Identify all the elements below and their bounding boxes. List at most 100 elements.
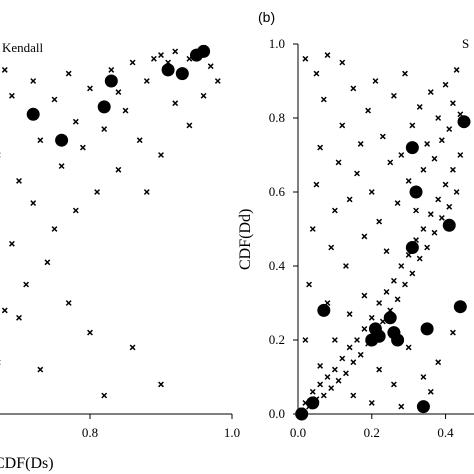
right-x-point <box>402 70 408 77</box>
left-x-point <box>79 144 86 151</box>
right-x-point <box>302 55 309 62</box>
left-x-point <box>51 226 58 232</box>
left-x-point <box>115 89 122 96</box>
left-x-point <box>143 189 150 195</box>
left-x-point <box>158 152 164 158</box>
right-x-point <box>331 366 338 373</box>
right-dot-point <box>383 311 397 325</box>
right-x-point <box>361 325 368 332</box>
right-x-point <box>372 78 379 84</box>
panel-right-marks <box>295 52 471 421</box>
right-x-point <box>339 355 346 362</box>
right-x-point <box>390 277 397 284</box>
right-x-point <box>346 344 353 351</box>
left-x-point <box>30 78 37 84</box>
left-x-point <box>94 189 101 195</box>
right-dot-point <box>372 329 386 343</box>
right-x-point <box>368 189 375 195</box>
right-x-point <box>324 52 331 59</box>
right-x-point <box>302 337 309 343</box>
right-x-point <box>368 314 375 321</box>
right-x-point <box>394 200 401 207</box>
right-x-point <box>346 311 353 318</box>
right-x-point <box>331 337 338 343</box>
right-x-point <box>376 218 383 225</box>
right-x-point <box>361 233 368 240</box>
panel-left-legend-text: Kendall <box>2 40 44 55</box>
right-x-point <box>394 296 401 303</box>
right-x-point <box>328 385 335 392</box>
left-x-point <box>200 92 207 99</box>
right-dot-point <box>457 115 471 129</box>
left-x-point <box>214 78 221 84</box>
right-y-tick-label: 0.2 <box>269 332 285 347</box>
left-dot-point <box>161 63 175 77</box>
right-x-point <box>350 359 357 366</box>
left-x-point <box>23 281 30 288</box>
right-x-point <box>420 226 427 232</box>
left-x-point <box>37 366 44 373</box>
right-x-point <box>383 248 390 255</box>
right-x-point <box>376 300 383 306</box>
right-x-point <box>339 59 346 66</box>
left-x-point <box>158 381 164 388</box>
left-x-point <box>1 66 8 73</box>
right-x-point <box>446 203 453 210</box>
panel-left-x-ticks: 0.60.81.0 <box>82 414 240 440</box>
left-x-point <box>129 59 136 66</box>
left-x-tick-label: 1.0 <box>224 425 240 440</box>
left-x-point <box>16 314 22 321</box>
right-y-tick-label: 0.4 <box>269 258 286 273</box>
right-x-point <box>420 374 427 380</box>
right-x-point <box>317 362 324 369</box>
right-x-point <box>450 100 456 107</box>
right-x-point <box>409 270 416 277</box>
right-x-point <box>450 166 456 173</box>
panel-left-x-axis-title: CDF(Ds) <box>0 455 54 472</box>
right-x-point <box>309 388 316 395</box>
right-dot-point <box>405 241 419 254</box>
right-y-tick-label: 0.6 <box>269 184 286 199</box>
right-y-tick-label: 1.0 <box>269 36 285 51</box>
right-x-point <box>346 196 353 203</box>
right-x-point <box>383 288 390 295</box>
right-dot-point <box>317 303 331 317</box>
panel-left-marks <box>0 44 221 399</box>
left-dot-point <box>175 67 189 81</box>
right-x-point <box>313 181 320 188</box>
left-dot-point <box>26 107 40 121</box>
right-x-point <box>435 359 442 366</box>
right-x-point <box>446 126 453 133</box>
right-x-point <box>438 214 445 221</box>
left-x-point <box>207 63 214 70</box>
right-x-point <box>368 399 375 406</box>
left-x-point <box>101 392 108 399</box>
right-x-point <box>335 377 342 384</box>
right-x-point <box>431 155 438 162</box>
right-dot-point <box>442 218 456 232</box>
right-x-point <box>442 81 449 88</box>
left-x-point <box>44 259 51 266</box>
right-y-tick-label: 0.8 <box>269 110 285 125</box>
right-x-point <box>357 140 364 147</box>
left-x-point <box>72 118 79 125</box>
right-dot-point <box>306 396 320 410</box>
right-x-point <box>416 103 423 110</box>
right-x-point <box>431 229 438 236</box>
right-dot-point <box>405 141 419 155</box>
right-dot-point <box>453 300 467 314</box>
panel-right-y-ticks: 0.0 0.2 0.4 0.6 0.8 1.0 <box>269 36 298 421</box>
panel-right-x-ticks: 0.0 0.2 0.4 <box>290 414 454 440</box>
left-x-point <box>65 300 72 306</box>
panel-right-legend-text: S <box>462 36 469 51</box>
right-dot-point <box>420 322 434 336</box>
right-x-point <box>354 337 360 343</box>
right-x-point <box>450 329 456 336</box>
left-x-point <box>172 48 179 55</box>
right-dot-point <box>409 185 423 199</box>
right-dot-point <box>391 333 405 347</box>
right-x-point <box>343 370 349 377</box>
left-x-point <box>30 200 37 207</box>
right-x-point <box>427 388 434 395</box>
left-dot-point <box>97 100 111 114</box>
